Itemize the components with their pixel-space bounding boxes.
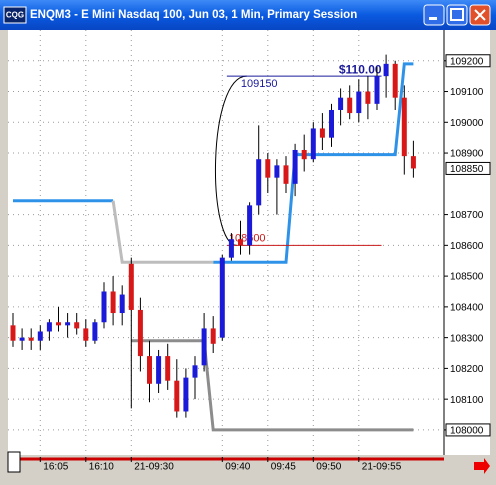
candle-body bbox=[19, 337, 25, 341]
measure-text: $110.00 bbox=[339, 62, 382, 76]
candle-body bbox=[192, 365, 198, 378]
candle-body bbox=[210, 328, 216, 344]
candle-body bbox=[283, 165, 289, 184]
candle-body bbox=[128, 263, 134, 310]
candle-body bbox=[410, 156, 416, 169]
candle-body bbox=[401, 97, 407, 157]
scroll-thumb[interactable] bbox=[7, 451, 21, 473]
candle-body bbox=[101, 291, 107, 323]
x-tick-label: 09:40 bbox=[225, 462, 250, 473]
candle-body bbox=[28, 337, 34, 341]
candle-body bbox=[156, 356, 162, 384]
candle-body bbox=[56, 322, 61, 326]
title-bar bbox=[0, 0, 496, 30]
y-tick-label: 109000 bbox=[450, 118, 484, 129]
tick-box bbox=[445, 54, 491, 68]
candle-body bbox=[238, 239, 243, 246]
close-button[interactable] bbox=[469, 4, 491, 26]
candle-body bbox=[301, 149, 307, 160]
candle-body bbox=[83, 328, 89, 341]
scroll-arrow[interactable] bbox=[474, 458, 490, 474]
plot-area bbox=[8, 30, 444, 455]
x-tick-label: 21-09:30 bbox=[134, 462, 174, 473]
maximize-button[interactable] bbox=[446, 4, 468, 26]
candle-body bbox=[183, 377, 189, 412]
candle-body bbox=[365, 91, 371, 104]
candle-body bbox=[65, 322, 71, 326]
measure-bracket bbox=[215, 75, 247, 246]
candle-body bbox=[356, 91, 362, 114]
candle-body bbox=[338, 97, 344, 110]
y-tick-label: 108900 bbox=[450, 149, 484, 160]
y-tick-label: 108700 bbox=[450, 210, 484, 221]
candle-body bbox=[274, 165, 280, 178]
candle-body bbox=[10, 325, 16, 341]
price-axis bbox=[444, 30, 490, 455]
x-tick-label: 09:45 bbox=[271, 462, 296, 473]
y-tick-label: 108200 bbox=[450, 364, 484, 375]
x-tick-label: 21-09:55 bbox=[362, 462, 402, 473]
x-tick-label: 16:10 bbox=[89, 462, 114, 473]
y-tick-label: 109200 bbox=[450, 56, 484, 67]
y-tick-label: 109100 bbox=[450, 87, 484, 98]
candle-body bbox=[383, 63, 389, 77]
candle-body bbox=[310, 128, 316, 160]
last-price-box bbox=[445, 161, 491, 175]
indicator-line bbox=[131, 339, 414, 432]
last-price-label: 108850 bbox=[450, 164, 484, 175]
candle-body bbox=[247, 205, 253, 246]
x-tick-label: 09:50 bbox=[316, 462, 341, 473]
candle-body bbox=[174, 380, 180, 412]
tick-box bbox=[445, 423, 491, 437]
y-tick-label: 108500 bbox=[450, 272, 484, 283]
window-title: ENQM3 - E Mini Nasdaq 100, Jun 03, 1 Min… bbox=[30, 9, 357, 21]
candle-body bbox=[319, 128, 325, 138]
candle-body bbox=[165, 356, 171, 381]
candle-body bbox=[147, 356, 152, 384]
candle-body bbox=[201, 328, 207, 366]
candle-body bbox=[292, 149, 298, 184]
candle-body bbox=[392, 63, 398, 98]
plot: 109200 109100 109000 108900 108700 108600 1085… bbox=[8, 30, 491, 473]
candle-body bbox=[74, 322, 80, 329]
candle-body bbox=[329, 109, 334, 138]
y-tick-label: 108400 bbox=[450, 303, 484, 314]
candle-body bbox=[256, 159, 262, 206]
candle-body bbox=[374, 76, 380, 104]
candle-body bbox=[37, 331, 43, 341]
y-tick-label: 108300 bbox=[450, 333, 484, 344]
candle-body bbox=[347, 97, 353, 114]
candle-body bbox=[137, 309, 143, 357]
candle-body bbox=[228, 239, 234, 258]
minimize-button[interactable] bbox=[423, 4, 445, 26]
candle-body bbox=[265, 159, 271, 178]
candle-body bbox=[46, 322, 52, 332]
y-tick-label: 108100 bbox=[450, 395, 484, 406]
candle-body bbox=[110, 291, 116, 314]
candle-body bbox=[219, 257, 225, 338]
app-icon bbox=[3, 6, 27, 24]
indicator-line bbox=[111, 200, 214, 264]
candle-body bbox=[119, 294, 125, 314]
y-tick-label: 108000 bbox=[450, 426, 484, 437]
candle-body bbox=[92, 322, 98, 341]
x-tick-label: 16:05 bbox=[43, 462, 68, 473]
y-tick-label: 108600 bbox=[450, 241, 484, 252]
measure-high-label: 109150 bbox=[241, 78, 278, 90]
app-logo: CQG bbox=[6, 11, 24, 20]
